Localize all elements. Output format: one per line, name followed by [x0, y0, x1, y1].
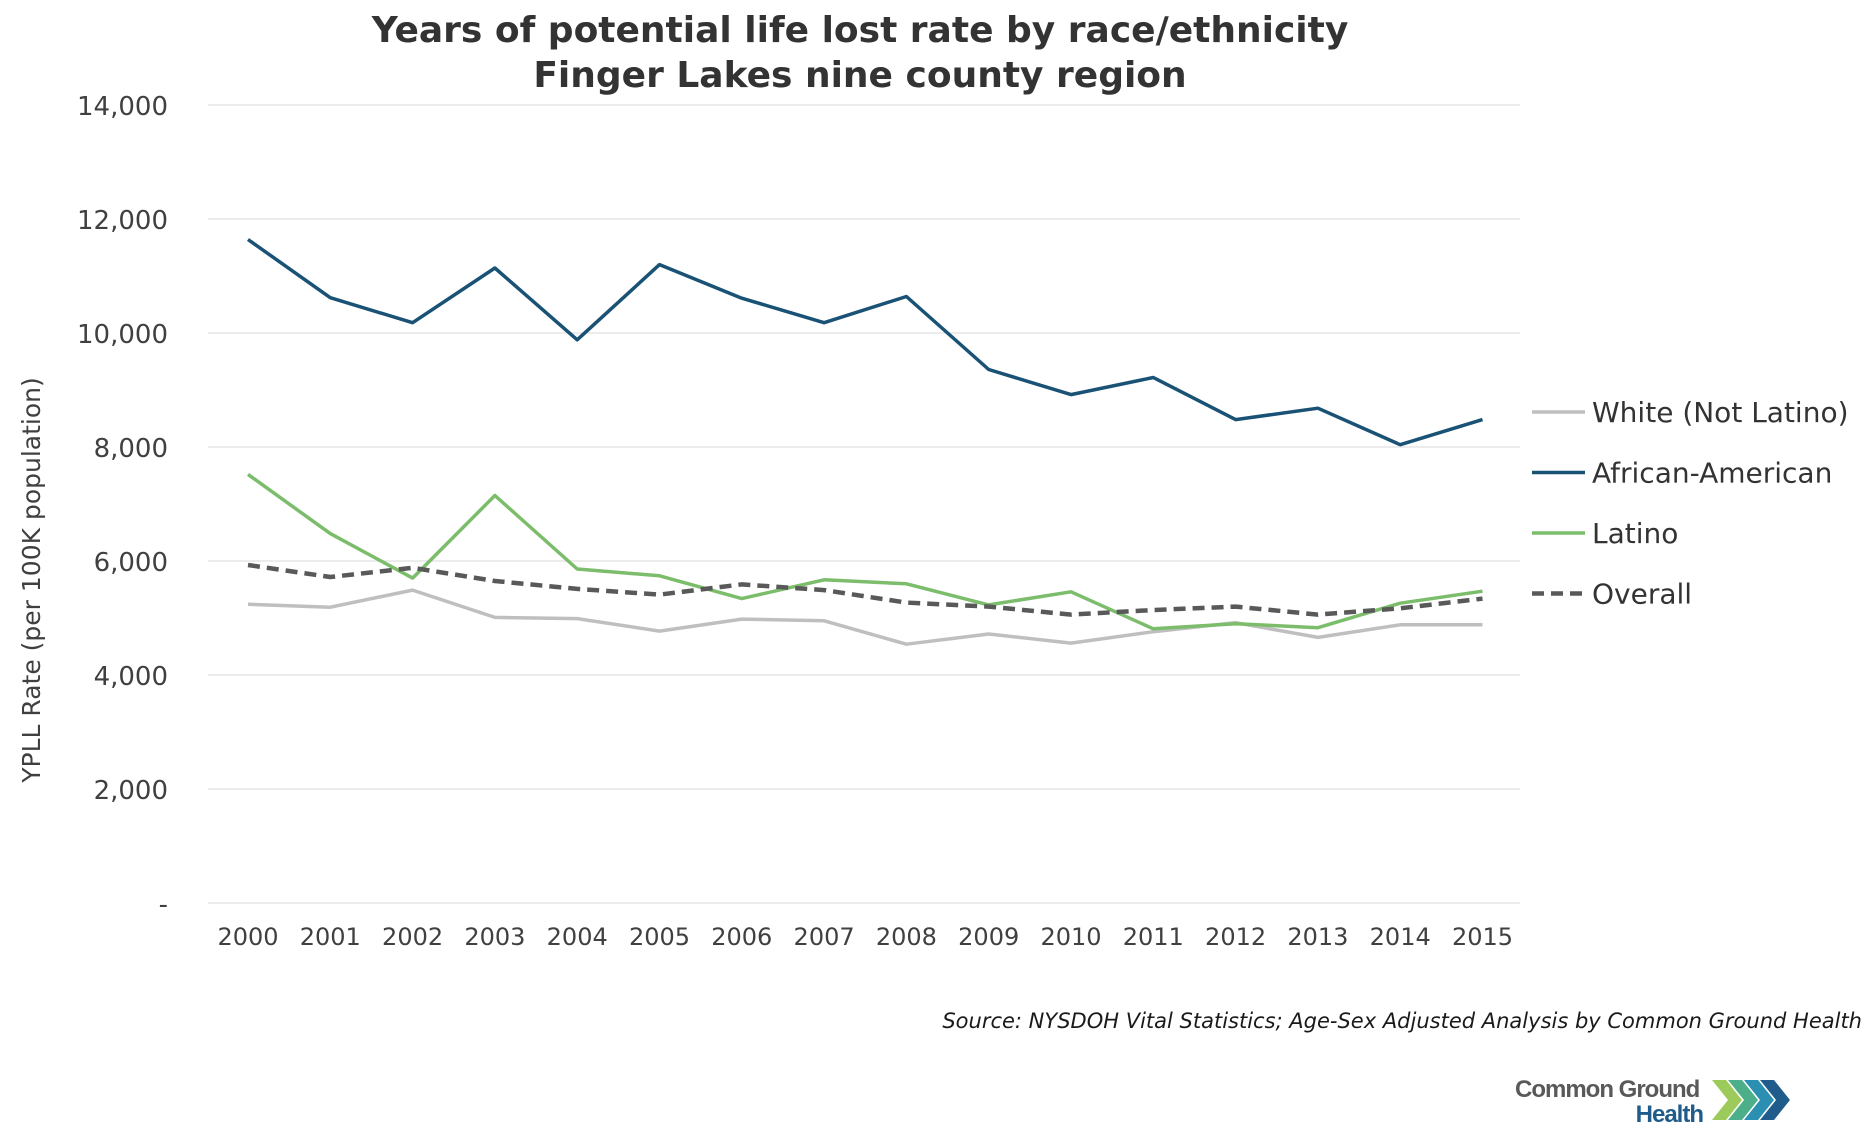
- x-tick-label: 2007: [794, 923, 855, 951]
- common-ground-health-logo: Common Ground Health: [1515, 1076, 1790, 1125]
- y-tick-label: -: [159, 890, 168, 920]
- chart-title-line2: Finger Lakes nine county region: [533, 55, 1187, 96]
- x-tick-label: 2012: [1205, 923, 1266, 951]
- legend-label: White (Not Latino): [1592, 396, 1849, 429]
- y-tick-label: 6,000: [94, 548, 168, 578]
- x-tick-label: 2011: [1123, 923, 1184, 951]
- y-tick-label: 14,000: [77, 92, 168, 122]
- x-tick-label: 2001: [300, 923, 361, 951]
- x-tick-label: 2010: [1040, 923, 1101, 951]
- chart-title-line1: Years of potential life lost rate by rac…: [371, 10, 1349, 51]
- x-tick-label: 2003: [464, 923, 525, 951]
- x-tick-label: 2004: [547, 923, 608, 951]
- y-tick-label: 8,000: [94, 434, 168, 464]
- source-note: Source: NYSDOH Vital Statistics; Age-Sex…: [942, 1009, 1862, 1033]
- y-tick-label: 12,000: [77, 206, 168, 236]
- y-tick-label: 2,000: [94, 776, 168, 806]
- x-tick-label: 2013: [1287, 923, 1348, 951]
- x-tick-label: 2006: [711, 923, 772, 951]
- legend-label: Latino: [1592, 517, 1678, 550]
- series-line-african-american: [246, 238, 1484, 447]
- x-tick-label: 2008: [876, 923, 937, 951]
- x-tick-label: 2015: [1452, 923, 1513, 951]
- chevron-icon: [1744, 1080, 1774, 1120]
- chevron-arrows-icon: [1712, 1080, 1790, 1120]
- chevron-icon: [1728, 1080, 1758, 1120]
- x-axis-tick-labels: 2000 2001 2002 2003 2004 2005 2006 2007 2008 2009…: [217, 923, 1513, 951]
- logo-text-line1: Common Ground: [1515, 1076, 1700, 1103]
- y-axis-tick-labels: - 2,000 4,000 6,000 8,000 10,000 12,000 14,000: [77, 92, 168, 920]
- chevron-icon: [1712, 1080, 1742, 1120]
- x-tick-label: 2000: [217, 923, 278, 951]
- logo-text-line2: Health: [1636, 1101, 1704, 1125]
- legend-label: Overall: [1592, 578, 1692, 611]
- legend-label: African-American: [1592, 457, 1832, 490]
- line-chart: -2,0004,0006,0008,00010,00012,00014,000 …: [17, 92, 1849, 951]
- x-tick-label: 2002: [382, 923, 443, 951]
- series-lines: [246, 238, 1484, 646]
- series-line-white: [247, 588, 1483, 646]
- x-tick-label: 2009: [958, 923, 1019, 951]
- x-tick-label: 2014: [1370, 923, 1431, 951]
- series-line-latino: [246, 472, 1483, 631]
- y-tick-label: 4,000: [94, 662, 168, 692]
- y-axis-label: YPLL Rate (per 100K population): [17, 377, 46, 784]
- y-tick-label: 10,000: [77, 320, 168, 350]
- x-tick-label: 2005: [629, 923, 690, 951]
- gridlines: [208, 104, 1520, 904]
- chart-title: Years of potential life lost rate by rac…: [0, 8, 1720, 98]
- legend: White (Not Latino) African-American Latino…: [1532, 396, 1849, 611]
- chevron-icon: [1760, 1080, 1790, 1120]
- series-line-overall: [247, 562, 1483, 617]
